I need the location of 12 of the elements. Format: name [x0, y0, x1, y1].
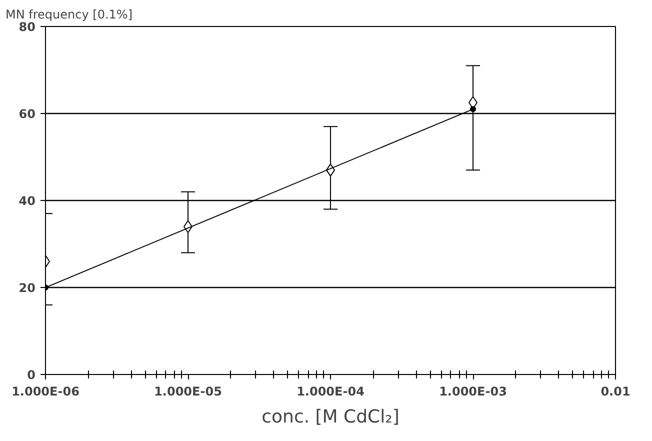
y-axis-title: MN frequency [0.1%]	[6, 8, 132, 22]
x-axis-title: conc. [M CdCl₂]	[262, 406, 400, 428]
x-tick-label: 1.000E-03	[439, 384, 507, 398]
x-tick-label: 1.000E-04	[296, 384, 364, 398]
y-tick-label: 20	[18, 281, 36, 295]
x-tick-label: 1.000E-05	[154, 384, 222, 398]
y-tick-label: 60	[18, 107, 36, 121]
x-tick-label: 1.000E-06	[12, 384, 80, 398]
y-tick-label: 80	[18, 20, 36, 34]
x-tick-label: 0.01	[600, 384, 630, 398]
y-tick-label: 0	[27, 368, 36, 382]
y-tick-label: 40	[18, 194, 36, 208]
